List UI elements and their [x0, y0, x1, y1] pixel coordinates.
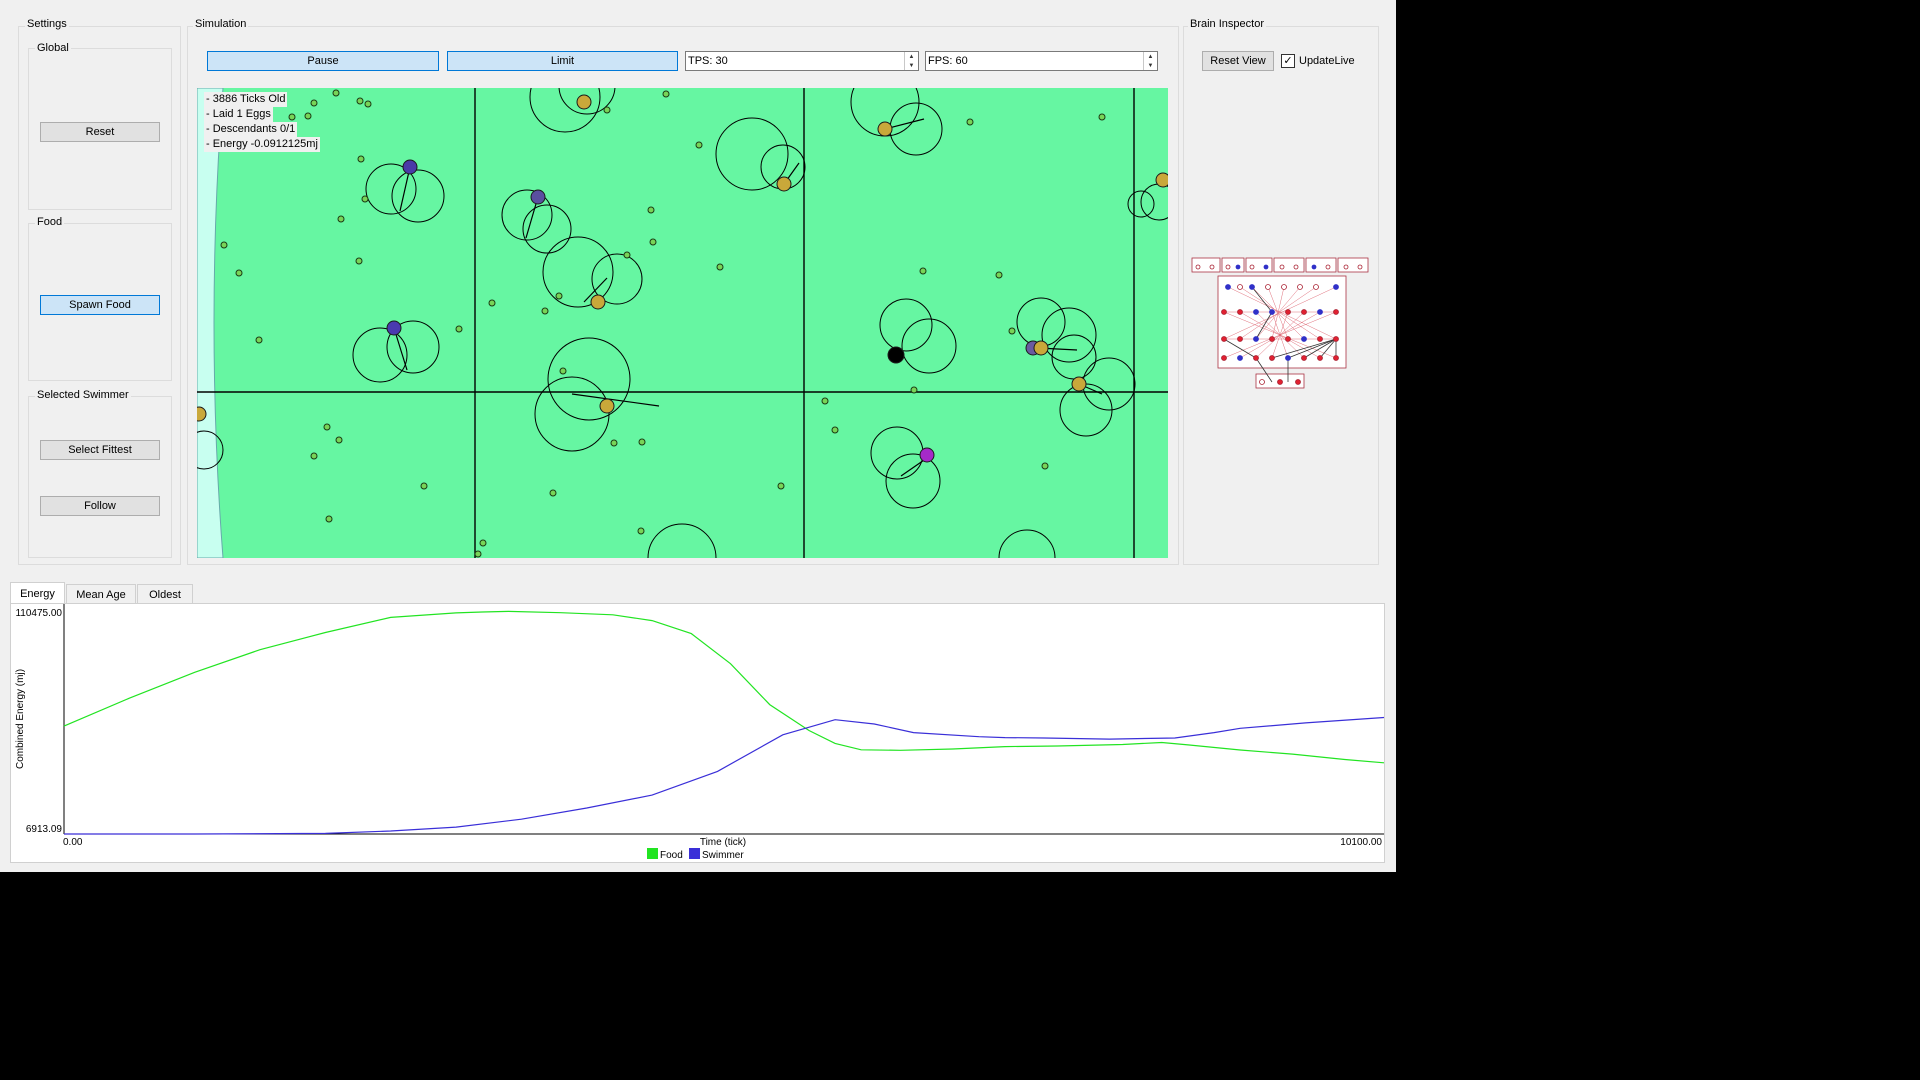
info-line: - Descendants 0/1	[204, 122, 298, 137]
spawn-food-button[interactable]: Spawn Food	[40, 295, 160, 315]
select-fittest-button[interactable]: Select Fittest	[40, 440, 160, 460]
reset-button[interactable]: Reset	[40, 122, 160, 142]
fps-stepper[interactable]: ▲ ▼	[1143, 52, 1157, 70]
swimmer-info-overlay: - 3886 Ticks Old - Laid 1 Eggs - Descend…	[204, 92, 320, 152]
energy-chart: 110475.00 6913.09 0.00 10100.00 Time (ti…	[15, 604, 1384, 861]
info-line: - 3886 Ticks Old	[204, 92, 288, 107]
info-line: - Laid 1 Eggs	[204, 107, 273, 122]
simulation-canvas[interactable]	[197, 88, 1168, 558]
brain-network-view[interactable]	[1190, 256, 1370, 390]
reset-view-button[interactable]: Reset View	[1202, 51, 1274, 71]
selected-swimmer-group-title: Selected Swimmer	[35, 389, 131, 401]
series-line-food	[63, 610, 1384, 764]
simulation-panel	[187, 26, 1179, 565]
settings-title: Settings	[25, 18, 69, 30]
global-group-title: Global	[35, 42, 71, 54]
chart-tab-bar: Energy Mean Age Oldest	[10, 582, 1386, 604]
follow-button[interactable]: Follow	[40, 496, 160, 516]
x-axis-label: Time (tick)	[700, 837, 746, 848]
x-tick-label-min: 0.00	[63, 837, 83, 848]
update-live-checkbox[interactable]: ✓ UpdateLive	[1281, 54, 1355, 68]
chart-pane: 110475.00 6913.09 0.00 10100.00 Time (ti…	[10, 603, 1385, 863]
checkmark-icon[interactable]: ✓	[1281, 54, 1295, 68]
fps-spinbox[interactable]: FPS: 60 ▲ ▼	[925, 51, 1158, 71]
brain-inspector-title: Brain Inspector	[1188, 18, 1266, 30]
tps-value: TPS: 30	[688, 55, 728, 67]
down-arrow-icon[interactable]: ▼	[908, 62, 915, 69]
up-arrow-icon[interactable]: ▲	[908, 53, 915, 60]
food-group	[28, 223, 172, 381]
tab-energy[interactable]: Energy	[10, 582, 65, 604]
y-tick-label-max: 110475.00	[15, 608, 62, 619]
global-group	[28, 48, 172, 210]
tab-oldest[interactable]: Oldest	[137, 584, 193, 604]
food-group-title: Food	[35, 216, 65, 228]
down-arrow-icon[interactable]: ▼	[1147, 62, 1154, 69]
limit-button[interactable]: Limit	[447, 51, 678, 71]
tps-stepper[interactable]: ▲ ▼	[904, 52, 918, 70]
legend-label-food: Food	[660, 850, 683, 861]
tab-mean-age[interactable]: Mean Age	[66, 584, 136, 604]
legend: Food Swimmer	[647, 848, 744, 861]
app-window: Settings Global Reset Food Spawn Food Se…	[0, 0, 1396, 872]
brain-inspector-panel	[1183, 26, 1379, 565]
y-axis-label: Combined Energy (mj)	[15, 669, 26, 769]
selected-swimmer-group	[28, 396, 172, 558]
legend-swatch-swimmer	[689, 848, 700, 859]
legend-swatch-food	[647, 848, 658, 859]
x-tick-label-max: 10100.00	[1340, 837, 1382, 848]
legend-label-swimmer: Swimmer	[702, 850, 744, 861]
fps-value: FPS: 60	[928, 55, 968, 67]
settings-panel	[18, 26, 181, 565]
simulation-title: Simulation	[193, 18, 249, 30]
series-line-swimmer	[64, 716, 1384, 835]
update-live-label: UpdateLive	[1299, 55, 1355, 67]
up-arrow-icon[interactable]: ▲	[1147, 53, 1154, 60]
tps-spinbox[interactable]: TPS: 30 ▲ ▼	[685, 51, 919, 71]
info-line: - Energy -0.0912125mj	[204, 137, 320, 152]
pause-button[interactable]: Pause	[207, 51, 439, 71]
y-tick-label-min: 6913.09	[26, 824, 63, 835]
